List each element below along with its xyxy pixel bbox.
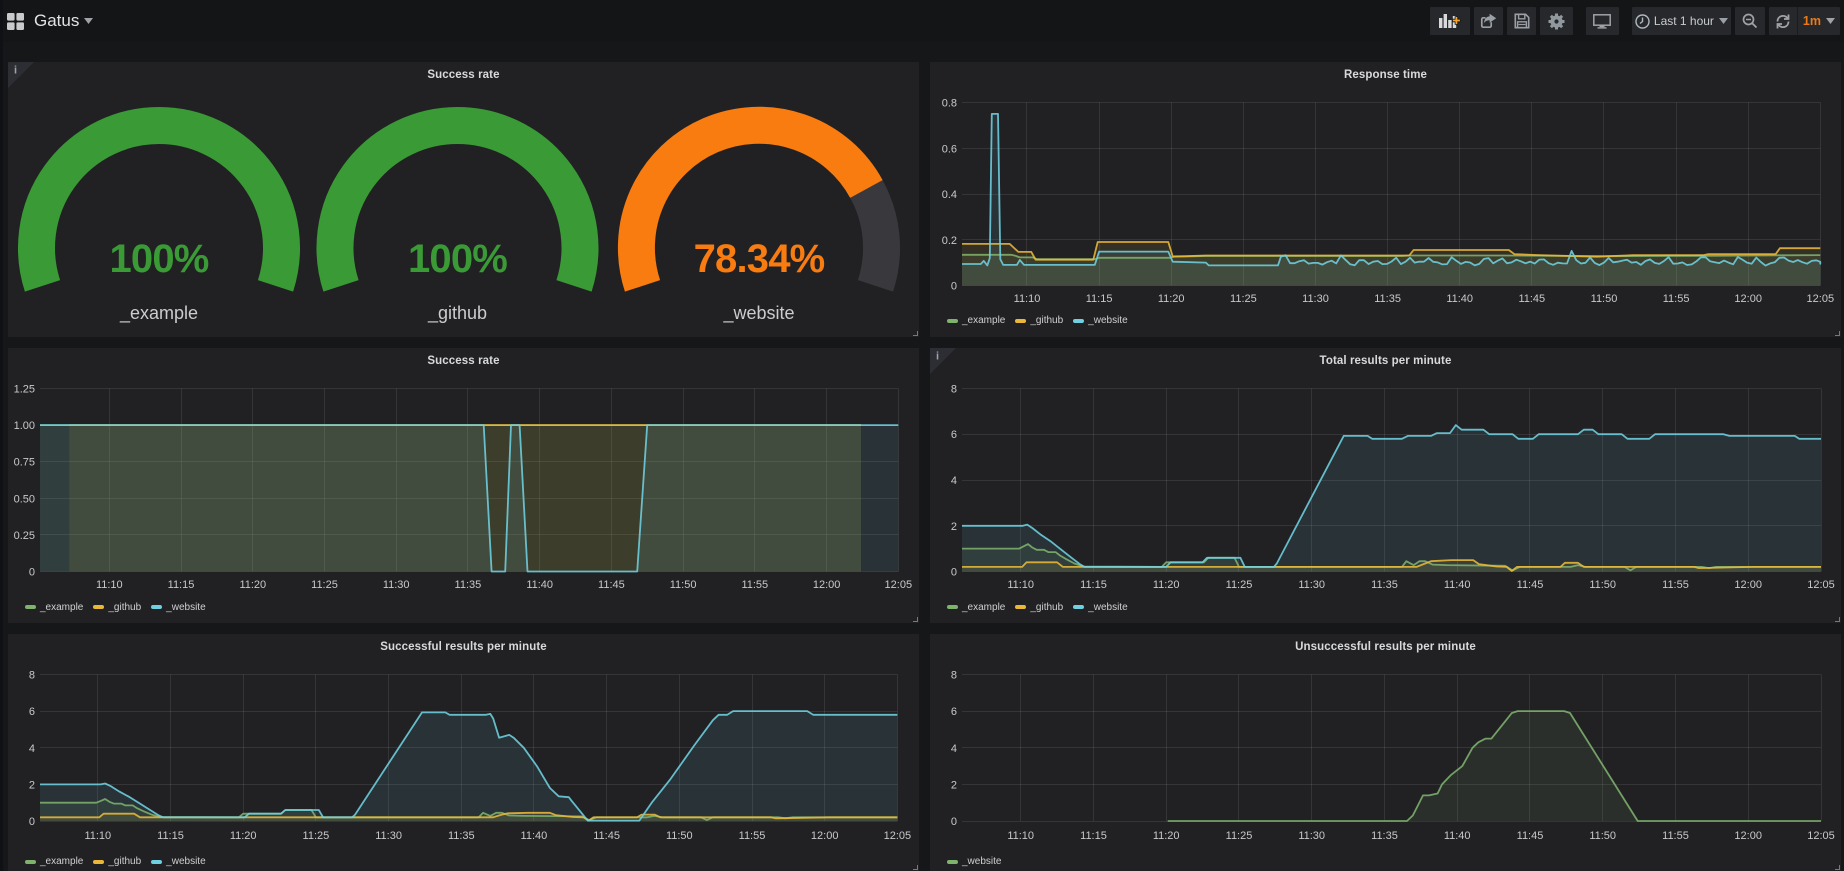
svg-text:11:45: 11:45 bbox=[1518, 293, 1545, 305]
svg-text:11:50: 11:50 bbox=[1591, 293, 1618, 305]
svg-text:0: 0 bbox=[29, 816, 35, 828]
svg-text:4: 4 bbox=[951, 475, 957, 487]
svg-text:11:50: 11:50 bbox=[670, 579, 697, 591]
svg-text:_github: _github bbox=[427, 303, 487, 324]
svg-text:11:45: 11:45 bbox=[1517, 830, 1544, 842]
svg-text:6: 6 bbox=[951, 429, 957, 441]
svg-text:11:25: 11:25 bbox=[1226, 830, 1253, 842]
svg-text:11:15: 11:15 bbox=[1080, 830, 1107, 842]
svg-text:0: 0 bbox=[951, 281, 957, 293]
svg-text:6: 6 bbox=[951, 706, 957, 718]
svg-text:0.25: 0.25 bbox=[14, 530, 35, 542]
svg-text:11:25: 11:25 bbox=[1230, 293, 1257, 305]
svg-text:0.6: 0.6 bbox=[942, 143, 957, 155]
svg-text:12:05: 12:05 bbox=[1807, 830, 1835, 842]
svg-text:2: 2 bbox=[29, 779, 35, 791]
svg-text:4: 4 bbox=[951, 743, 957, 755]
svg-text:78.34%: 78.34% bbox=[694, 237, 825, 281]
svg-text:11:35: 11:35 bbox=[448, 830, 475, 842]
svg-text:12:00: 12:00 bbox=[1734, 830, 1762, 842]
svg-text:11:15: 11:15 bbox=[168, 579, 195, 591]
svg-text:100%: 100% bbox=[408, 237, 507, 281]
svg-text:11:10: 11:10 bbox=[96, 579, 123, 591]
svg-text:11:35: 11:35 bbox=[1371, 830, 1398, 842]
svg-text:4: 4 bbox=[29, 743, 35, 755]
svg-text:11:50: 11:50 bbox=[1589, 830, 1616, 842]
svg-text:i: i bbox=[936, 351, 939, 363]
svg-text:12:05: 12:05 bbox=[1807, 579, 1835, 591]
svg-text:11:30: 11:30 bbox=[1298, 830, 1325, 842]
svg-text:2: 2 bbox=[951, 521, 957, 533]
svg-text:11:15: 11:15 bbox=[157, 830, 184, 842]
svg-text:11:35: 11:35 bbox=[1374, 293, 1401, 305]
svg-text:11:55: 11:55 bbox=[1662, 579, 1689, 591]
svg-text:11:50: 11:50 bbox=[666, 830, 693, 842]
svg-text:0.75: 0.75 bbox=[14, 457, 35, 469]
svg-text:8: 8 bbox=[951, 670, 957, 682]
svg-text:11:25: 11:25 bbox=[1226, 579, 1253, 591]
svg-text:6: 6 bbox=[29, 706, 35, 718]
svg-text:12:05: 12:05 bbox=[884, 830, 912, 842]
svg-text:11:25: 11:25 bbox=[311, 579, 338, 591]
svg-text:11:55: 11:55 bbox=[739, 830, 766, 842]
svg-text:11:10: 11:10 bbox=[1014, 293, 1041, 305]
svg-text:11:40: 11:40 bbox=[1444, 579, 1471, 591]
svg-text:1.00: 1.00 bbox=[14, 420, 35, 432]
svg-text:0.4: 0.4 bbox=[942, 189, 957, 201]
svg-text:11:40: 11:40 bbox=[1444, 830, 1471, 842]
svg-text:12:05: 12:05 bbox=[885, 579, 913, 591]
svg-text:_website: _website bbox=[722, 303, 794, 324]
svg-text:11:40: 11:40 bbox=[1446, 293, 1473, 305]
svg-text:8: 8 bbox=[29, 670, 35, 682]
svg-text:11:55: 11:55 bbox=[1662, 830, 1689, 842]
svg-text:11:10: 11:10 bbox=[1007, 579, 1034, 591]
svg-text:11:45: 11:45 bbox=[598, 579, 625, 591]
svg-text:11:30: 11:30 bbox=[375, 830, 402, 842]
svg-text:0.50: 0.50 bbox=[14, 493, 35, 505]
svg-text:12:05: 12:05 bbox=[1807, 293, 1835, 305]
svg-text:12:00: 12:00 bbox=[813, 579, 841, 591]
svg-text:8: 8 bbox=[951, 384, 957, 396]
svg-text:0: 0 bbox=[951, 567, 957, 579]
svg-text:11:45: 11:45 bbox=[1517, 579, 1544, 591]
svg-text:12:00: 12:00 bbox=[811, 830, 839, 842]
svg-text:11:35: 11:35 bbox=[1371, 579, 1398, 591]
svg-text:_example: _example bbox=[119, 303, 198, 324]
svg-text:11:45: 11:45 bbox=[593, 830, 620, 842]
svg-text:11:30: 11:30 bbox=[383, 579, 410, 591]
svg-text:11:30: 11:30 bbox=[1302, 293, 1329, 305]
svg-text:0: 0 bbox=[29, 567, 35, 579]
svg-text:0.8: 0.8 bbox=[942, 98, 957, 110]
svg-text:11:20: 11:20 bbox=[1153, 830, 1180, 842]
svg-text:11:20: 11:20 bbox=[1153, 579, 1180, 591]
svg-text:11:20: 11:20 bbox=[230, 830, 257, 842]
svg-text:11:40: 11:40 bbox=[521, 830, 548, 842]
svg-text:12:00: 12:00 bbox=[1734, 579, 1762, 591]
svg-text:11:10: 11:10 bbox=[1007, 830, 1034, 842]
svg-text:11:50: 11:50 bbox=[1589, 579, 1616, 591]
svg-text:11:25: 11:25 bbox=[303, 830, 330, 842]
svg-text:i: i bbox=[14, 65, 17, 77]
svg-text:2: 2 bbox=[951, 779, 957, 791]
svg-text:11:10: 11:10 bbox=[84, 830, 111, 842]
svg-text:12:00: 12:00 bbox=[1734, 293, 1762, 305]
svg-text:0: 0 bbox=[951, 816, 957, 828]
svg-text:11:30: 11:30 bbox=[1298, 579, 1325, 591]
svg-text:11:20: 11:20 bbox=[239, 579, 266, 591]
svg-text:1.25: 1.25 bbox=[14, 384, 35, 396]
svg-text:11:35: 11:35 bbox=[455, 579, 482, 591]
svg-text:11:55: 11:55 bbox=[1663, 293, 1690, 305]
svg-text:11:20: 11:20 bbox=[1158, 293, 1185, 305]
svg-text:0.2: 0.2 bbox=[942, 235, 957, 247]
svg-text:11:55: 11:55 bbox=[741, 579, 768, 591]
svg-text:11:15: 11:15 bbox=[1086, 293, 1113, 305]
svg-text:11:15: 11:15 bbox=[1080, 579, 1107, 591]
svg-text:100%: 100% bbox=[109, 237, 208, 281]
svg-text:11:40: 11:40 bbox=[526, 579, 553, 591]
